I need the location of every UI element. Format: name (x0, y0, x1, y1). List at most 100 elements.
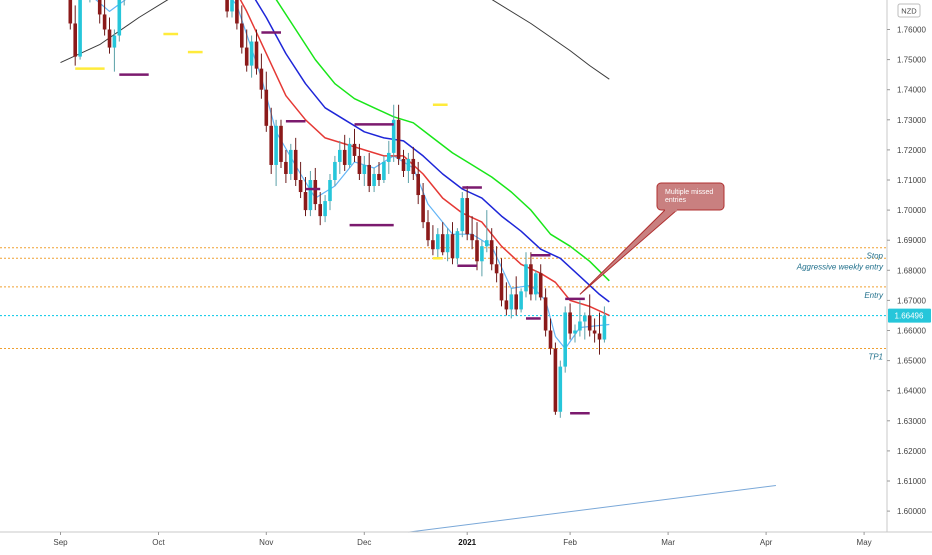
candle (117, 0, 122, 42)
y-tick-label: 1.62000 (897, 447, 926, 456)
candle (333, 155, 337, 187)
level-label: Aggressive weekly entry (796, 262, 884, 271)
candle (480, 240, 484, 277)
candle (543, 288, 548, 337)
ma-line-ema-red (239, 0, 610, 317)
candle (387, 140, 391, 174)
candle (289, 143, 293, 180)
candle (529, 252, 533, 301)
x-tick-label: Apr (760, 538, 773, 547)
candle (578, 300, 582, 337)
candle (406, 152, 411, 184)
candle (68, 0, 73, 30)
candle (352, 128, 357, 162)
x-tick-label: Mar (661, 538, 675, 547)
candle (269, 107, 273, 174)
candle (347, 137, 352, 168)
candle (97, 0, 102, 24)
candle (235, 0, 239, 30)
candle (519, 288, 523, 313)
candle (240, 5, 244, 54)
y-tick-label: 1.75000 (897, 56, 926, 65)
candle (465, 186, 469, 241)
candle (249, 35, 254, 78)
x-tick-label: Feb (563, 538, 577, 547)
candle (421, 183, 425, 229)
ma-line-ema-blue (254, 0, 610, 303)
candle (573, 324, 577, 343)
candle (112, 29, 117, 72)
callout-box[interactable] (656, 182, 725, 211)
candle (78, 0, 82, 60)
candle (485, 210, 489, 253)
candle (284, 149, 288, 184)
trendline (408, 485, 776, 533)
candle (259, 53, 264, 99)
y-tick-label: 1.69000 (897, 236, 926, 245)
candle (475, 222, 479, 271)
y-tick-label: 1.70000 (897, 206, 926, 215)
candle (230, 0, 234, 18)
y-tick-label: 1.67000 (897, 296, 926, 305)
candle (323, 195, 327, 223)
candle (107, 17, 112, 54)
y-tick-label: 1.61000 (897, 477, 926, 486)
level-label: TP1 (868, 353, 883, 362)
callout-text: entries (665, 197, 687, 204)
candle (460, 192, 465, 238)
level-label: Stop (867, 252, 884, 261)
candle (436, 228, 440, 259)
last-price-tag: 1.66496 (888, 308, 931, 323)
candle (450, 222, 455, 265)
currency-badge[interactable]: NZD (897, 3, 921, 18)
y-tick-label: 1.65000 (897, 357, 926, 366)
candle (73, 5, 77, 66)
candle (382, 155, 386, 184)
candle (426, 210, 430, 247)
candle (244, 29, 249, 72)
candle (254, 29, 259, 75)
x-tick-label: Dec (357, 538, 371, 547)
candle (602, 306, 607, 343)
candle (568, 303, 572, 340)
y-tick-label: 1.71000 (897, 176, 926, 185)
y-tick-label: 1.74000 (897, 86, 926, 95)
candle (494, 246, 499, 283)
candle (362, 155, 367, 187)
candle (411, 146, 416, 180)
candle (597, 312, 602, 355)
y-tick-label: 1.73000 (897, 116, 926, 125)
y-tick-label: 1.60000 (897, 507, 926, 516)
candle (377, 161, 381, 187)
y-tick-label: 1.68000 (897, 266, 926, 275)
range-markers (75, 31, 590, 415)
candle (401, 149, 406, 177)
last-price-label: 1.66496 (895, 312, 924, 321)
candle (583, 312, 587, 340)
candle (372, 167, 376, 193)
callout-text: Multiple missed (665, 189, 713, 196)
candle (440, 222, 445, 256)
candle (357, 143, 362, 180)
candle (509, 288, 514, 319)
candle (587, 294, 592, 337)
y-tick-label: 1.76000 (897, 26, 926, 35)
x-tick-label: Nov (259, 538, 273, 547)
candle (592, 318, 597, 343)
candle (225, 0, 229, 18)
y-tick-label: 1.63000 (897, 417, 926, 426)
callout-joint (665, 208, 677, 212)
candle (342, 134, 347, 171)
candle (367, 152, 371, 193)
candle (524, 252, 528, 298)
candle (274, 119, 278, 187)
candle (338, 140, 342, 174)
candle (308, 170, 313, 217)
ma-line-sma-200 (60, 0, 610, 80)
